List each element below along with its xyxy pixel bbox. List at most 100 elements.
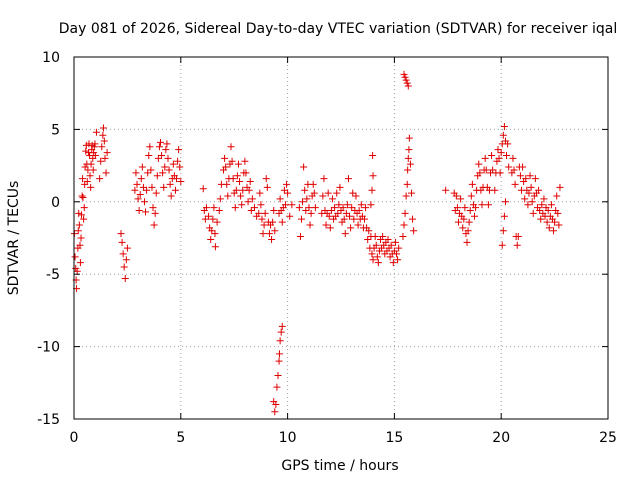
data-point [280, 186, 288, 194]
data-point [255, 209, 263, 217]
data-point [322, 221, 330, 229]
data-point [146, 143, 154, 151]
data-point [404, 154, 412, 162]
data-point [153, 172, 161, 180]
data-point [537, 215, 545, 223]
data-point [400, 221, 408, 229]
data-point [497, 149, 505, 157]
data-point [544, 206, 552, 214]
data-point [133, 180, 141, 188]
data-point [216, 195, 224, 203]
data-point [72, 264, 80, 272]
data-point [120, 263, 128, 271]
data-point [96, 175, 104, 183]
data-point [554, 209, 562, 217]
data-point [348, 204, 356, 212]
data-point [478, 201, 486, 209]
plot-frame [73, 56, 609, 420]
data-point [369, 256, 377, 264]
data-point [342, 209, 350, 217]
data-point [343, 201, 351, 209]
data-point [244, 198, 252, 206]
data-point [275, 350, 283, 358]
data-point [75, 221, 83, 229]
data-point [227, 143, 235, 151]
x-tick-label: 0 [70, 430, 79, 446]
data-point [273, 383, 281, 391]
data-point [229, 175, 237, 183]
data-point [79, 193, 87, 201]
data-point [391, 238, 399, 246]
data-point [274, 372, 282, 380]
data-point [409, 215, 417, 223]
data-point [205, 212, 213, 220]
data-point [201, 215, 209, 223]
data-point [522, 175, 530, 183]
y-tick-label: -10 [37, 340, 60, 356]
data-point [144, 169, 152, 177]
data-point [401, 73, 409, 81]
data-point [283, 180, 291, 188]
data-point [319, 192, 327, 200]
data-point [136, 191, 144, 199]
data-point [341, 230, 349, 238]
data-point [510, 166, 518, 174]
data-point [516, 172, 524, 180]
data-point [215, 206, 223, 214]
data-point [393, 250, 401, 258]
data-point [149, 204, 157, 212]
data-point [457, 195, 465, 203]
data-point [261, 209, 269, 217]
data-point [207, 235, 215, 243]
data-point [324, 189, 332, 197]
data-point [89, 166, 97, 174]
data-point [527, 183, 535, 191]
data-point [98, 143, 106, 151]
data-point [404, 166, 412, 174]
data-point [87, 160, 95, 168]
data-point [476, 169, 484, 177]
data-point [536, 206, 544, 214]
data-point [276, 337, 284, 345]
data-point [454, 218, 462, 226]
data-point [405, 146, 413, 154]
y-tick-label: -15 [37, 412, 60, 428]
data-point [505, 163, 513, 171]
data-point [148, 183, 156, 191]
data-point [154, 154, 162, 162]
data-point [538, 201, 546, 209]
data-point [369, 172, 377, 180]
data-point [307, 209, 315, 217]
data-point [140, 198, 148, 206]
data-point [275, 357, 283, 365]
data-point [224, 192, 232, 200]
data-point [271, 408, 279, 416]
data-point [460, 215, 468, 223]
data-point [278, 218, 286, 226]
data-point [271, 227, 279, 235]
data-point [325, 212, 333, 220]
data-point [246, 178, 254, 186]
data-point [257, 201, 265, 209]
data-point [335, 201, 343, 209]
y-tick-labels: -15 -10 -5 0 5 10 [37, 50, 60, 428]
data-point [99, 131, 107, 139]
data-point [245, 186, 253, 194]
data-point [91, 140, 99, 148]
data-point [248, 195, 256, 203]
data-point [491, 186, 499, 194]
data-point [339, 204, 347, 212]
data-point [165, 166, 173, 174]
data-point [79, 175, 87, 183]
x-tick-label: 25 [599, 430, 617, 446]
data-point [250, 204, 258, 212]
data-point [76, 259, 84, 267]
data-point [119, 250, 127, 258]
data-point [466, 206, 474, 214]
data-point [262, 175, 270, 183]
data-point [403, 79, 411, 87]
data-point [223, 180, 231, 188]
data-point [239, 186, 247, 194]
data-point [265, 230, 273, 238]
data-point [461, 204, 469, 212]
